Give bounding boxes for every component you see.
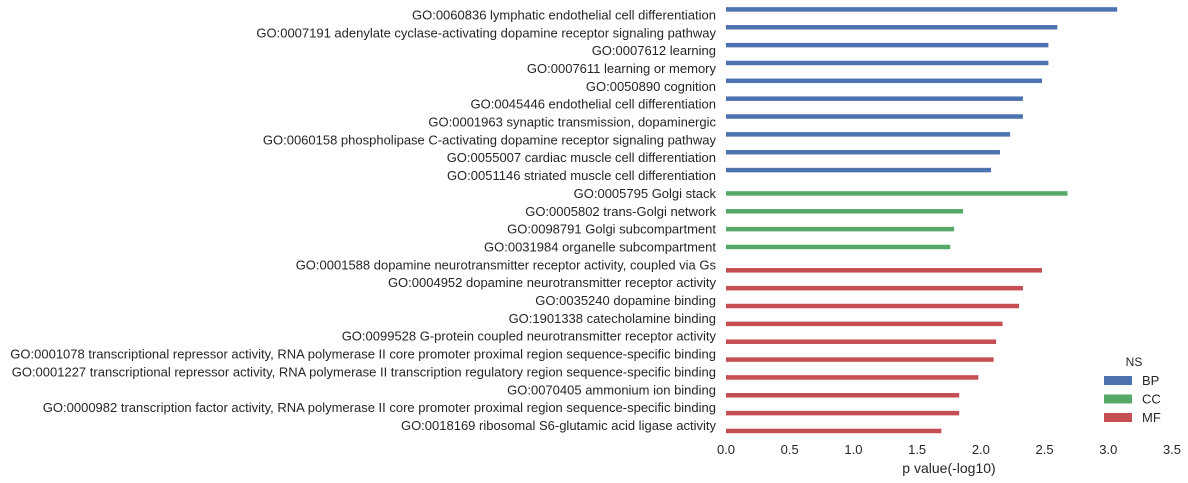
bar — [726, 268, 1043, 273]
category-label: GO:0018169 ribosomal S6-glutamic acid li… — [401, 418, 717, 433]
bar — [726, 321, 1003, 327]
category-label: GO:0055007 cardiac muscle cell different… — [447, 150, 716, 165]
bar — [726, 375, 979, 380]
x-tick-label: 2.0 — [972, 442, 990, 457]
x-tick-label: 3.5 — [1163, 442, 1181, 457]
category-label: GO:0070405 ammonium ion binding — [507, 382, 716, 397]
category-label: GO:0001963 synaptic transmission, dopami… — [428, 115, 716, 130]
category-label: GO:0000982 transcription factor activity… — [43, 400, 716, 415]
x-axis-title: p value(-log10) — [902, 460, 995, 476]
bar — [726, 209, 964, 214]
x-tick-label: 0.5 — [781, 442, 799, 457]
bar — [726, 393, 960, 398]
category-label: GO:0035240 dopamine binding — [535, 293, 716, 308]
x-tick-label: 1.0 — [844, 442, 862, 457]
category-label: GO:1901338 catecholamine binding — [509, 311, 716, 326]
bar — [726, 191, 1068, 196]
bar — [726, 339, 997, 344]
x-tick-label: 2.5 — [1036, 442, 1054, 457]
bar — [726, 226, 955, 232]
bar — [726, 114, 1023, 119]
category-label: GO:0031984 organelle subcompartment — [484, 239, 716, 254]
category-labels: GO:0060836 lymphatic endothelial cell di… — [10, 7, 716, 433]
category-label: GO:0001588 dopamine neurotransmitter rec… — [296, 257, 717, 272]
x-tick-label: 0.0 — [717, 442, 735, 457]
category-label: GO:0051146 striated muscle cell differen… — [447, 168, 716, 183]
legend-label: MF — [1142, 410, 1161, 425]
legend-swatch — [1104, 413, 1132, 422]
bar — [726, 60, 1049, 66]
category-label: GO:0050890 cognition — [586, 79, 716, 94]
category-label: GO:0007611 learning or memory — [527, 61, 717, 76]
category-label: GO:0045446 endothelial cell differentiat… — [471, 97, 717, 112]
category-label: GO:0001227 transcriptional repressor act… — [12, 364, 716, 379]
legend: NS BP CC MF — [1104, 355, 1161, 425]
bar — [726, 96, 1023, 101]
category-label: GO:0007191 adenylate cyclase-activating … — [256, 25, 716, 40]
x-axis-ticks: 0.0 0.5 1.0 1.5 2.0 2.5 3.0 3.5 — [717, 442, 1181, 457]
legend-swatch — [1104, 376, 1132, 385]
bar — [726, 78, 1043, 84]
bar — [726, 285, 1023, 291]
x-tick-label: 3.0 — [1099, 442, 1117, 457]
bar — [726, 7, 1118, 12]
bar — [726, 357, 994, 362]
category-label: GO:0098791 Golgi subcompartment — [507, 222, 716, 237]
legend-swatch — [1104, 394, 1132, 404]
bar — [726, 132, 1011, 137]
bar — [726, 428, 942, 434]
category-label: GO:0005795 Golgi stack — [574, 186, 717, 201]
legend-title: NS — [1126, 355, 1143, 369]
legend-label: BP — [1142, 373, 1159, 388]
bars — [726, 7, 1118, 434]
bar — [726, 42, 1049, 48]
category-label: GO:0001078 transcriptional repressor act… — [10, 347, 716, 362]
bar — [726, 303, 1020, 309]
category-label: GO:0007612 learning — [592, 43, 716, 58]
bar — [726, 25, 1058, 30]
bar — [726, 167, 992, 173]
legend-label: CC — [1142, 392, 1161, 407]
category-label: GO:0004952 dopamine neurotransmitter rec… — [388, 275, 717, 290]
bar — [726, 244, 951, 250]
category-label: GO:0005802 trans-Golgi network — [525, 204, 716, 219]
category-label: GO:0099528 G-protein coupled neurotransm… — [342, 329, 717, 344]
x-tick-label: 1.5 — [908, 442, 926, 457]
bar — [726, 149, 1000, 155]
category-label: GO:0060836 lymphatic endothelial cell di… — [412, 7, 716, 22]
category-label: GO:0060158 phospholipase C-activating do… — [263, 132, 717, 147]
bar — [726, 410, 960, 416]
